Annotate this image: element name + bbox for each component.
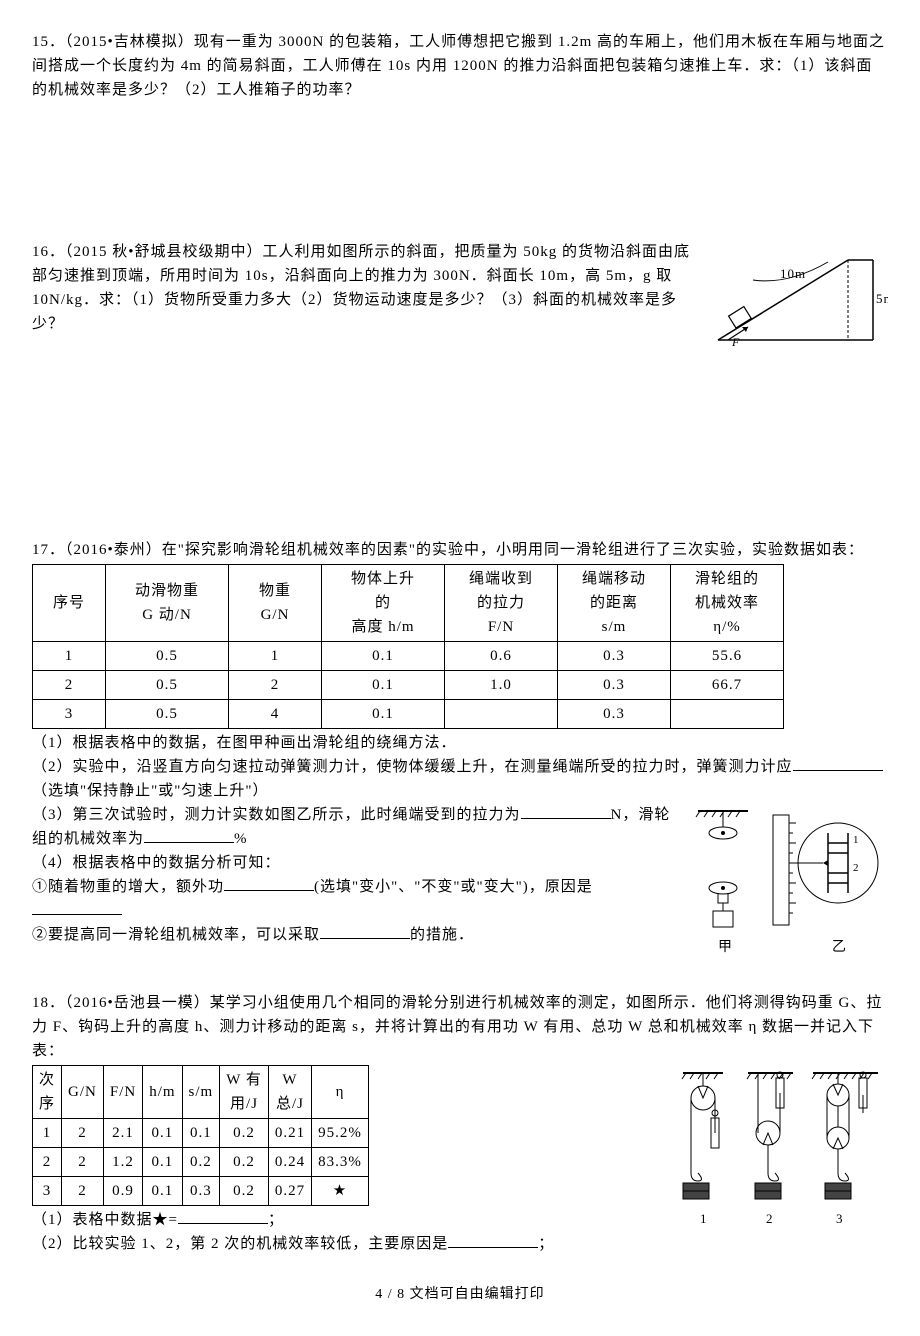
q18-p1: （1）表格中数据★=；	[32, 1208, 670, 1232]
svg-text:2: 2	[853, 862, 860, 874]
svg-text:1: 1	[853, 834, 860, 846]
q17-table: 序号 动滑物重G 动/N 物重G/N 物体上升的高度 h/m 绳端收到的拉力F/…	[32, 564, 784, 729]
th: 序号	[33, 565, 106, 642]
th: 物重G/N	[229, 565, 322, 642]
q18-intro: 18．（2016•岳池县一模）某学习小组使用几个相同的滑轮分别进行机械效率的测定…	[32, 991, 888, 1063]
blank	[320, 923, 410, 939]
table-row: 10.510.10.60.355.6	[33, 642, 784, 671]
label-yi: 乙	[832, 939, 847, 955]
svg-text:3: 3	[836, 1211, 844, 1226]
question-16: 16．（2015 秋•舒城县校级期中）工人利用如图所示的斜面，把质量为 50kg…	[32, 240, 888, 350]
svg-text:2: 2	[766, 1211, 774, 1226]
q15-text: 15．（2015•吉林模拟）现有一重为 3000N 的包装箱，工人师傅想把它搬到…	[32, 34, 885, 98]
height-label: 5m	[876, 291, 888, 306]
q17-figure: 甲 1 2 乙	[688, 803, 888, 963]
blank	[521, 803, 611, 819]
table-row: 122.10.10.10.20.2195.2%	[33, 1119, 369, 1148]
blank	[224, 875, 314, 891]
th: 物体上升的高度 h/m	[322, 565, 445, 642]
label-jia: 甲	[718, 940, 733, 955]
blank	[793, 755, 883, 771]
table-header-row: 序号 动滑物重G 动/N 物重G/N 物体上升的高度 h/m 绳端收到的拉力F/…	[33, 565, 784, 642]
table-row: 20.520.11.00.366.7	[33, 671, 784, 700]
q18-figure: 1 2	[678, 1063, 888, 1233]
q18-p2: （2）比较实验 1、2，第 2 次的机械效率较低，主要原因是；	[32, 1232, 670, 1256]
question-17: 17．（2016•泰州）在"探究影响滑轮组机械效率的因素"的实验中，小明用同一滑…	[32, 538, 888, 963]
q17-intro: 17．（2016•泰州）在"探究影响滑轮组机械效率的因素"的实验中，小明用同一滑…	[32, 538, 888, 562]
blank	[178, 1208, 268, 1224]
q18-table: 次序G/NF/Nh/ms/mW 有用/JW总/Jη 122.10.10.10.2…	[32, 1065, 369, 1206]
table-row: 320.90.10.30.20.27★	[33, 1177, 369, 1206]
q16-text: 16．（2015 秋•舒城县校级期中）工人利用如图所示的斜面，把质量为 50kg…	[32, 244, 690, 332]
q17-p2: （2）实验中，沿竖直方向匀速拉动弹簧测力计，使物体缓缓上升，在测量绳端所受的拉力…	[32, 755, 888, 803]
th: 绳端移动的距离s/m	[558, 565, 671, 642]
q16-diagram: F 10m 5m	[698, 240, 888, 350]
force-label: F	[731, 335, 740, 349]
question-18: 18．（2016•岳池县一模）某学习小组使用几个相同的滑轮分别进行机械效率的测定…	[32, 991, 888, 1256]
blank	[448, 1232, 538, 1248]
question-15: 15．（2015•吉林模拟）现有一重为 3000N 的包装箱，工人师傅想把它搬到…	[32, 30, 888, 102]
page-footer: 4 / 8 文档可自由编辑打印	[32, 1284, 888, 1306]
th: 滑轮组的机械效率η/%	[671, 565, 784, 642]
length-label: 10m	[780, 266, 806, 281]
q17-p1: （1）根据表格中的数据，在图甲种画出滑轮组的绕绳方法．	[32, 731, 888, 755]
th: 动滑物重G 动/N	[106, 565, 229, 642]
table-row: 221.20.10.20.20.2483.3%	[33, 1148, 369, 1177]
table-row: 30.540.10.3	[33, 700, 784, 729]
table-header-row: 次序G/NF/Nh/ms/mW 有用/JW总/Jη	[33, 1066, 369, 1119]
svg-text:1: 1	[700, 1211, 708, 1226]
th: 绳端收到的拉力F/N	[445, 565, 558, 642]
blank	[144, 827, 234, 843]
blank	[32, 899, 122, 915]
